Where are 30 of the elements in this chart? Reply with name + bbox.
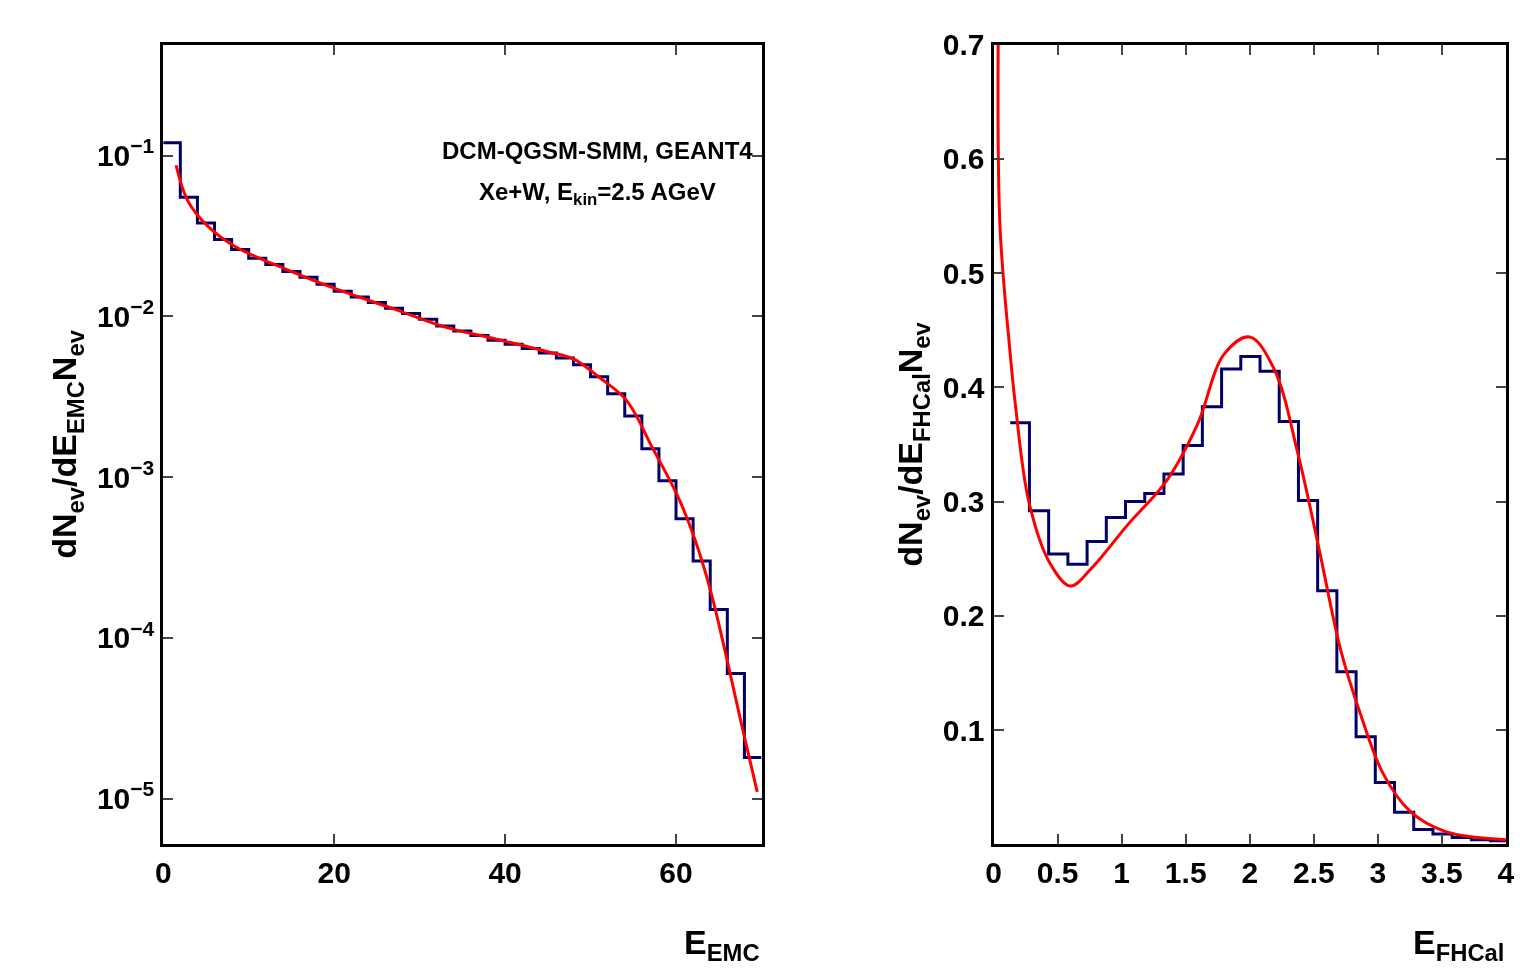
x-tick-label: 3.5 <box>1421 856 1463 890</box>
y-tick-label: 10$^{−5}$ <box>96 777 155 816</box>
annotation: Xe+W, E$_{kin}$=2.5 AGeV <box>479 178 716 210</box>
y-tick-label: 0.4 <box>942 370 985 404</box>
x-tick-label: 3 <box>1369 856 1387 890</box>
x-tick-label: 2.5 <box>1292 856 1335 890</box>
x-tick-label: 40 <box>488 856 522 890</box>
x-axis-title: E$_{FHCal}$ <box>1413 923 1505 967</box>
y-tick-label: 0.3 <box>942 485 985 519</box>
x-tick-label: 0.5 <box>1036 856 1079 890</box>
y-tick-label: 10$^{−3}$ <box>96 455 155 494</box>
y-tick-label: 0.5 <box>942 256 985 290</box>
y-tick-label: 10$^{−1}$ <box>96 134 155 173</box>
x-tick-label: 20 <box>317 856 351 890</box>
y-tick-label: 0.1 <box>942 713 985 747</box>
x-tick-label: 0 <box>154 856 172 890</box>
x-tick-label: 1 <box>1113 856 1131 890</box>
x-tick-label: 60 <box>659 856 693 890</box>
y-tick-label: 0.6 <box>942 142 985 176</box>
y-tick-label: 10$^{−4}$ <box>96 616 155 655</box>
annotation: DCM-QGSM-SMM, GEANT4 <box>442 137 754 164</box>
x-tick-label: 1.5 <box>1164 856 1207 890</box>
y-tick-label: 0.7 <box>942 28 985 62</box>
x-tick-label: 2 <box>1241 856 1259 890</box>
x-tick-label: 0 <box>985 856 1002 890</box>
x-axis-title: E$_{EMC}$ <box>684 923 760 967</box>
y-tick-label: 10$^{−2}$ <box>96 295 155 333</box>
x-tick-label: 4 <box>1497 856 1515 890</box>
y-tick-label: 0.2 <box>942 599 985 633</box>
line-series <box>996 44 1506 842</box>
